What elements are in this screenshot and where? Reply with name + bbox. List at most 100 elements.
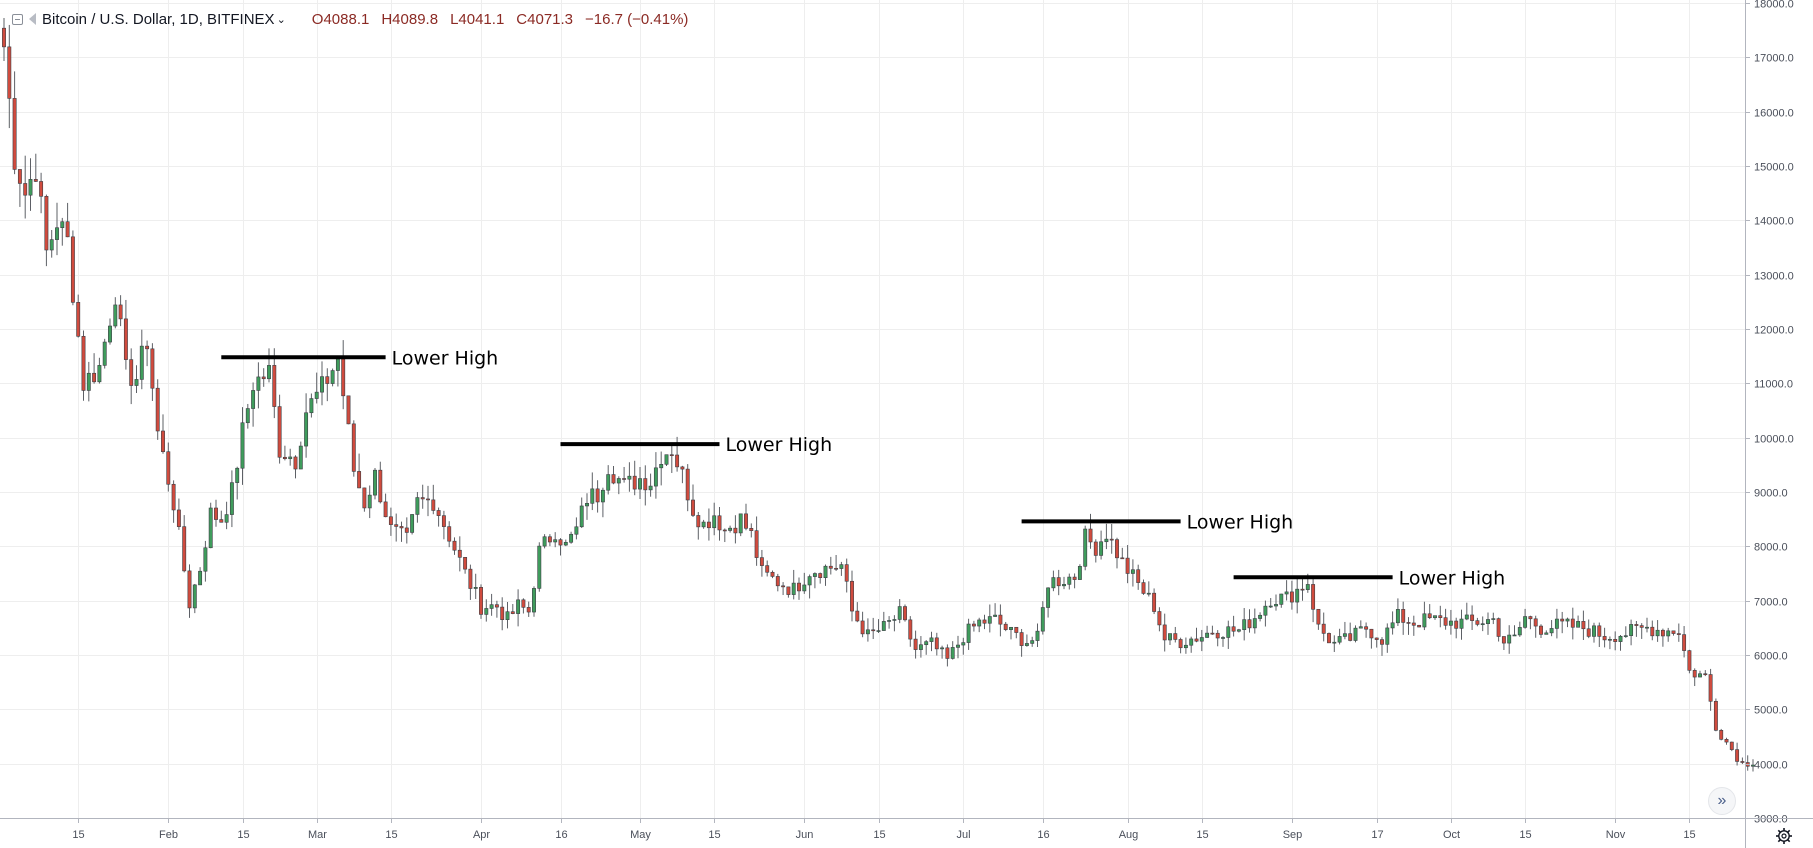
candle [468, 564, 473, 600]
candle [611, 465, 616, 485]
candle [404, 517, 409, 544]
symbol-title[interactable]: Bitcoin / U.S. Dollar, 1D, BITFINEX [42, 10, 275, 28]
candle [812, 572, 817, 589]
candle [415, 492, 420, 523]
candle [797, 577, 801, 600]
lower-high-annotation[interactable]: Lower High [221, 347, 498, 369]
y-tick-label: 12000.0 [1754, 325, 1794, 337]
candle [28, 158, 33, 211]
gear-icon[interactable] [1775, 827, 1793, 845]
candle [521, 598, 526, 614]
candle [1576, 615, 1581, 628]
ohlc-low: L4041.1 [450, 10, 505, 28]
lower-high-label[interactable]: Lower High [726, 434, 833, 456]
candle [1719, 728, 1724, 741]
candle [1486, 612, 1490, 635]
candle [229, 470, 234, 528]
candle [256, 362, 261, 409]
candle [754, 516, 759, 566]
candle [1692, 668, 1697, 687]
candle [1321, 612, 1326, 642]
lower-high-annotation[interactable]: Lower High [560, 434, 833, 456]
candle [282, 445, 287, 461]
candle [1623, 626, 1628, 638]
candle [563, 539, 568, 547]
x-tick-label: Apr [473, 829, 490, 841]
flag-icon[interactable] [29, 13, 36, 25]
candle [1125, 545, 1130, 584]
candle [447, 521, 452, 548]
candle [1046, 587, 1051, 618]
candle [187, 564, 192, 618]
time-axis[interactable]: 15 Feb 15 Mar 15 Apr 16 May 15 Jun 15 Jul 16 Aug 15 Sep… [0, 818, 1813, 841]
candle [441, 510, 446, 540]
y-tick-label: 7000.0 [1754, 597, 1788, 609]
candle [388, 507, 393, 536]
candle [606, 465, 611, 495]
candle [595, 480, 600, 513]
candle [622, 466, 627, 483]
candle [346, 395, 351, 425]
candle [691, 484, 695, 518]
candle [489, 593, 494, 616]
candle [998, 604, 1003, 637]
lower-high-label[interactable]: Lower High [1187, 511, 1294, 533]
candle [924, 640, 929, 655]
candle [1109, 523, 1114, 554]
lower-high-label[interactable]: Lower High [392, 347, 499, 369]
candle [918, 636, 923, 658]
candle [102, 338, 107, 369]
candle [235, 466, 240, 500]
candle [1639, 623, 1644, 639]
candle [367, 485, 372, 519]
candle [1199, 629, 1204, 652]
candle [966, 618, 971, 650]
lower-high-annotation[interactable]: Lower High [1233, 567, 1506, 589]
candle [1528, 615, 1533, 630]
candle [850, 570, 854, 622]
chevron-down-icon[interactable]: ⌄ [276, 13, 286, 26]
candle [245, 403, 250, 429]
candle [1342, 621, 1347, 640]
collapse-box-icon[interactable] [12, 13, 23, 25]
price-axis[interactable]: 3000.0 4000.0 5000.0 6000.0 7000.0 8000.0 9000… [1745, 0, 1794, 848]
candle [76, 294, 81, 338]
candle [961, 637, 966, 655]
y-tick-label: 11000.0 [1754, 379, 1793, 391]
y-tick-label: 4000.0 [1754, 760, 1788, 772]
candle [903, 604, 907, 622]
scroll-to-realtime-button[interactable]: » [1708, 787, 1736, 815]
candle [1459, 609, 1464, 640]
candle [1433, 615, 1437, 620]
candle [378, 461, 383, 504]
candle [929, 631, 934, 652]
candle [309, 393, 314, 418]
candle [431, 484, 436, 515]
candle [818, 572, 823, 584]
candle [1231, 615, 1236, 637]
candle [479, 584, 483, 619]
candle [341, 340, 346, 410]
lower-high-annotation[interactable]: Lower High [1021, 511, 1294, 533]
candle [1475, 617, 1480, 627]
candle [208, 502, 213, 549]
candle [219, 510, 224, 523]
y-tick-label: 10000.0 [1754, 434, 1794, 446]
candle [1454, 617, 1459, 639]
candle [500, 597, 505, 631]
candle [590, 472, 595, 511]
candle [1427, 604, 1432, 620]
candle [86, 361, 91, 402]
lower-high-label[interactable]: Lower High [1399, 567, 1506, 589]
candle [1464, 602, 1469, 621]
y-tick-label: 17000.0 [1754, 53, 1794, 65]
candle [1682, 626, 1687, 658]
candle [351, 420, 356, 477]
candle [12, 71, 17, 175]
candle [1141, 579, 1146, 595]
x-tick-label: 15 [72, 829, 84, 841]
candle [161, 414, 165, 454]
candle [192, 583, 197, 614]
candle [224, 501, 229, 530]
